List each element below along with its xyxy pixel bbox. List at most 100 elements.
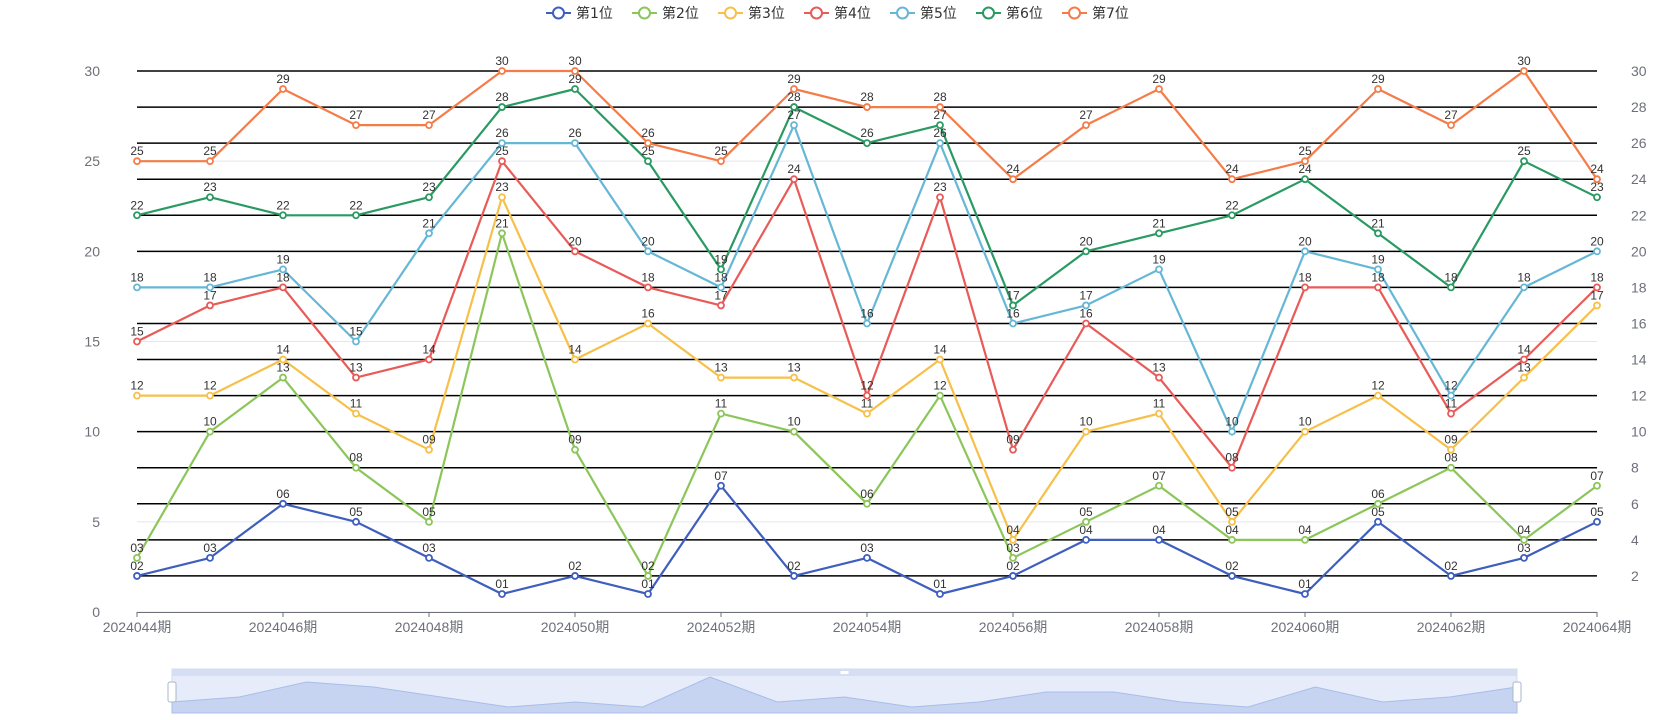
data-point[interactable]	[1374, 85, 1382, 93]
data-point[interactable]	[1082, 301, 1090, 310]
data-point[interactable]	[717, 373, 725, 382]
data-point[interactable]	[352, 409, 360, 418]
data-point[interactable]	[1155, 229, 1163, 238]
data-zoom-slider[interactable]	[167, 668, 1522, 714]
data-point[interactable]	[1082, 121, 1090, 129]
data-point[interactable]	[1301, 535, 1309, 544]
data-point[interactable]	[352, 463, 360, 472]
data-point[interactable]	[133, 337, 141, 346]
legend-item-3[interactable]: 第3位	[718, 5, 785, 22]
data-point[interactable]	[790, 175, 798, 184]
data-point[interactable]	[790, 103, 798, 111]
data-point[interactable]	[425, 193, 433, 202]
data-point[interactable]	[133, 391, 141, 400]
data-point[interactable]	[279, 211, 287, 220]
data-point[interactable]	[1374, 283, 1382, 292]
data-point[interactable]	[206, 283, 214, 292]
data-point[interactable]	[1082, 535, 1090, 544]
data-point[interactable]	[863, 409, 871, 418]
data-point[interactable]	[717, 157, 725, 166]
legend-item-1[interactable]: 第1位	[546, 5, 613, 22]
zoom-handle-right[interactable]	[1512, 681, 1522, 703]
data-point[interactable]	[936, 139, 944, 148]
data-point[interactable]	[717, 283, 725, 292]
data-point[interactable]	[1520, 67, 1528, 75]
data-point[interactable]	[425, 554, 433, 562]
data-point[interactable]	[1447, 121, 1455, 129]
data-point[interactable]	[1593, 247, 1601, 256]
data-point[interactable]	[936, 355, 944, 364]
data-point[interactable]	[1447, 572, 1455, 580]
data-point[interactable]	[644, 572, 652, 580]
data-point[interactable]	[571, 572, 579, 580]
data-point[interactable]	[790, 427, 798, 436]
data-point[interactable]	[644, 319, 652, 328]
data-point[interactable]	[1447, 445, 1455, 454]
data-point[interactable]	[1009, 572, 1017, 580]
data-point[interactable]	[936, 121, 944, 129]
data-point[interactable]	[717, 409, 725, 418]
data-point[interactable]	[1593, 283, 1601, 292]
data-point[interactable]	[1301, 427, 1309, 436]
data-point[interactable]	[206, 427, 214, 436]
data-point[interactable]	[425, 229, 433, 238]
data-point[interactable]	[1301, 157, 1309, 166]
data-point[interactable]	[571, 247, 579, 256]
data-point[interactable]	[498, 103, 506, 111]
data-point[interactable]	[790, 121, 798, 129]
data-point[interactable]	[279, 355, 287, 364]
data-point[interactable]	[1447, 463, 1455, 472]
data-point[interactable]	[1009, 319, 1017, 328]
data-point[interactable]	[936, 391, 944, 400]
data-point[interactable]	[1447, 391, 1455, 400]
data-point[interactable]	[498, 229, 506, 238]
data-point[interactable]	[1593, 193, 1601, 202]
data-point[interactable]	[1009, 535, 1017, 544]
data-point[interactable]	[1155, 535, 1163, 544]
data-point[interactable]	[571, 85, 579, 93]
data-point[interactable]	[644, 283, 652, 292]
data-point[interactable]	[425, 445, 433, 454]
data-point[interactable]	[279, 499, 287, 508]
data-point[interactable]	[498, 590, 506, 598]
legend-item-7[interactable]: 第7位	[1062, 5, 1129, 22]
data-point[interactable]	[1228, 535, 1236, 544]
legend-item-2[interactable]: 第2位	[632, 5, 699, 22]
data-point[interactable]	[206, 301, 214, 310]
data-point[interactable]	[1082, 247, 1090, 256]
legend-item-6[interactable]: 第6位	[976, 5, 1043, 22]
data-point[interactable]	[1228, 211, 1236, 220]
data-point[interactable]	[1155, 265, 1163, 274]
data-point[interactable]	[206, 193, 214, 202]
data-point[interactable]	[1082, 319, 1090, 328]
data-point[interactable]	[206, 554, 214, 562]
data-point[interactable]	[1228, 572, 1236, 580]
data-point[interactable]	[863, 103, 871, 111]
data-point[interactable]	[498, 193, 506, 202]
data-point[interactable]	[790, 572, 798, 580]
data-point[interactable]	[1593, 301, 1601, 310]
data-point[interactable]	[1374, 265, 1382, 274]
data-point[interactable]	[863, 499, 871, 508]
data-point[interactable]	[644, 590, 652, 598]
data-point[interactable]	[133, 572, 141, 580]
data-point[interactable]	[1520, 535, 1528, 544]
legend-item-4[interactable]: 第4位	[804, 5, 871, 22]
data-point[interactable]	[1593, 517, 1601, 526]
data-point[interactable]	[1593, 481, 1601, 490]
data-point[interactable]	[1228, 175, 1236, 184]
data-point[interactable]	[936, 193, 944, 202]
legend-item-5[interactable]: 第5位	[890, 5, 957, 22]
data-point[interactable]	[936, 103, 944, 111]
data-point[interactable]	[1155, 409, 1163, 418]
data-point[interactable]	[571, 445, 579, 454]
data-point[interactable]	[863, 391, 871, 400]
data-point[interactable]	[279, 85, 287, 93]
data-point[interactable]	[717, 265, 725, 274]
data-point[interactable]	[1520, 157, 1528, 166]
data-point[interactable]	[133, 157, 141, 166]
data-point[interactable]	[352, 121, 360, 129]
data-point[interactable]	[1228, 463, 1236, 472]
data-point[interactable]	[571, 355, 579, 364]
data-point[interactable]	[1520, 373, 1528, 382]
